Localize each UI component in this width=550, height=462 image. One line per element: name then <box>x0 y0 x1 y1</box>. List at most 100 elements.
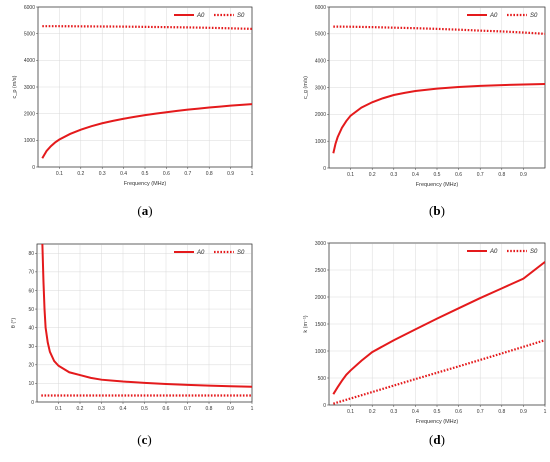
chart-c-x-tick-label: 0.9 <box>227 406 234 412</box>
chart-d-series-s0-line <box>333 339 545 405</box>
chart-a-y-tick-label: 5000 <box>24 31 35 37</box>
chart-c-y-tick-label: 50 <box>28 307 34 313</box>
chart-d-y-tick-label: 500 <box>318 376 327 382</box>
chart-c-x-tick-label: 0.8 <box>206 406 213 412</box>
chart-panel-a: 0 1000 2000 3000 4000 5000 6000 0.1 0.2 0.3 0.4 0.5… <box>0 0 275 228</box>
chart-b-x-tick-label: 0.6 <box>455 172 462 178</box>
chart-a-y-tick-label: 0 <box>32 165 35 171</box>
chart-b-y-tick-label: 4000 <box>315 58 326 64</box>
chart-d-y-tick-label: 0 <box>323 403 326 409</box>
chart-a-y-tick-label: 4000 <box>24 58 35 64</box>
chart-a-plot-border <box>37 6 253 168</box>
chart-b-y-tick-label: 3000 <box>315 85 326 91</box>
chart-a-x-tick-label: 0.8 <box>206 171 213 177</box>
chart-a-x-tick-label: 0.2 <box>77 171 84 177</box>
chart-a-panel-caption: (a) <box>137 203 152 218</box>
chart-d-legend-s0-label: S0 <box>530 249 538 255</box>
chart-c-y-tick-label: 0 <box>31 400 34 406</box>
chart-c-series-a0-line <box>41 244 252 388</box>
chart-d-x-tick-label: 0.3 <box>390 409 397 415</box>
chart-a-x-tick-label: 0.5 <box>142 171 149 177</box>
chart-d-x-tick-label: 0.9 <box>520 409 527 415</box>
chart-d-panel-caption: (d) <box>429 432 445 447</box>
chart-a-x-tick-label: 0.4 <box>120 171 127 177</box>
chart-b-plot-border <box>328 6 546 169</box>
chart-panel-d: 0 500 1000 1500 2000 2500 3000 0.1 0.2 0.3 0.4 0.5 0… <box>275 229 550 457</box>
chart-c-y-tick-label: 80 <box>28 251 34 257</box>
chart-a-x-tick-label: 0.1 <box>56 171 63 177</box>
chart-c-legend-s0-label: S0 <box>237 250 245 256</box>
chart-b-legend-a0-label: A0 <box>489 13 498 19</box>
chart-a-legend-s0-label: S0 <box>237 13 245 19</box>
chart-a-y-tick-label: 2000 <box>24 111 35 117</box>
chart-a-x-tick-label: 0.7 <box>184 171 191 177</box>
chart-a-x-tick-label: 1 <box>251 171 254 177</box>
chart-c-svg: 0 10 20 30 40 50 60 70 80 0.1 0.2 0.3 0.4 0.5 0.6 0.7 0.… <box>11 243 254 447</box>
chart-c-x-tick-label: 1 <box>251 406 254 412</box>
chart-d-x-tick-label: 0.4 <box>412 409 419 415</box>
chart-b-x-tick-label: 0.1 <box>347 172 354 178</box>
chart-c-legend-a0-label: A0 <box>196 250 205 256</box>
chart-b-x-tick-label: 0.3 <box>390 172 397 178</box>
chart-b-panel-caption: (b) <box>429 203 445 218</box>
chart-b-y-tick-label: 1000 <box>315 139 326 145</box>
chart-d-x-tick-label: 0.5 <box>434 409 441 415</box>
chart-d-x-tick-label: 0.2 <box>369 409 376 415</box>
chart-d-y-tick-label: 1500 <box>315 322 326 328</box>
chart-a-y-tick-label: 1000 <box>24 138 35 144</box>
chart-a-x-tick-label: 0.9 <box>227 171 234 177</box>
chart-d-series-a0-line <box>332 261 545 395</box>
chart-c-y-tick-label: 10 <box>28 381 34 387</box>
chart-panel-b: 0 1000 2000 3000 4000 5000 6000 0.1 0.2 0.3 0.4 0.5… <box>275 0 550 228</box>
chart-c-x-tick-label: 0.2 <box>77 406 84 412</box>
chart-a-x-tick-label: 0.3 <box>99 171 106 177</box>
chart-d-x-tick-label: 0.1 <box>347 409 354 415</box>
chart-b-series-s0-line <box>333 25 545 35</box>
chart-c-y-tick-label: 30 <box>28 344 34 350</box>
chart-d-legend-a0-label: A0 <box>489 249 498 255</box>
chart-b-x-axis-label: Frequency (MHz) <box>416 182 459 188</box>
chart-b-x-tick-label: 0.2 <box>369 172 376 178</box>
chart-d-y-tick-label: 3000 <box>315 241 326 247</box>
chart-d-plot-border <box>328 242 546 406</box>
chart-b-x-tick-label: 0.8 <box>498 172 505 178</box>
chart-b-legend-s0-label: S0 <box>530 13 538 19</box>
chart-c-x-tick-label: 0.1 <box>55 406 62 412</box>
chart-d-svg: 0 500 1000 1500 2000 2500 3000 0.1 0.2 0.3 0.4 0.5 0… <box>303 241 547 447</box>
chart-b-x-tick-label: 0.9 <box>520 172 527 178</box>
chart-d-y-tick-label: 2500 <box>315 268 326 274</box>
chart-panel-c: 0 10 20 30 40 50 60 70 80 0.1 0.2 0.3 0.4 0.5 0.6 0.7 0.… <box>0 229 275 457</box>
chart-c-x-tick-label: 0.5 <box>141 406 148 412</box>
chart-c-x-tick-label: 0.4 <box>120 406 127 412</box>
chart-c-x-tick-label: 0.7 <box>184 406 191 412</box>
chart-a-y-tick-label: 6000 <box>24 5 35 11</box>
chart-b-y-tick-label: 0 <box>323 166 326 172</box>
chart-d-x-axis-label: Frequency (MHz) <box>416 419 459 425</box>
chart-c-y-tick-label: 60 <box>28 288 34 294</box>
chart-c-x-tick-label: 0.6 <box>163 406 170 412</box>
chart-a-series-a0-line <box>41 103 252 159</box>
chart-d-x-tick-label: 0.8 <box>498 409 505 415</box>
chart-a-x-axis-label: Frequency (MHz) <box>124 181 167 187</box>
chart-c-y-axis-label: θ (°) <box>11 318 17 329</box>
chart-b-y-axis-label: c_g (m/s) <box>303 76 309 99</box>
chart-b-svg: 0 1000 2000 3000 4000 5000 6000 0.1 0.2 0.3 0.4 0.5… <box>303 5 546 218</box>
chart-b-y-tick-label: 2000 <box>315 112 326 118</box>
chart-a-x-tick-label: 0.6 <box>163 171 170 177</box>
chart-a-svg: 0 1000 2000 3000 4000 5000 6000 0.1 0.2 0.3 0.4 0.5… <box>12 5 254 218</box>
chart-b-x-tick-label: 0.5 <box>434 172 441 178</box>
chart-b-y-tick-label: 5000 <box>315 32 326 38</box>
chart-c-y-tick-label: 40 <box>28 325 34 331</box>
chart-a-legend-a0-label: A0 <box>196 13 205 19</box>
chart-d-x-tick-label: 1 <box>544 409 547 415</box>
chart-a-series-s0-line <box>42 25 252 30</box>
chart-b-y-tick-label: 6000 <box>315 5 326 11</box>
chart-c-y-tick-label: 70 <box>28 270 34 276</box>
chart-b-x-tick-label: 0.7 <box>477 172 484 178</box>
chart-c-x-tick-label: 0.3 <box>98 406 105 412</box>
chart-b-x-tick-label: 0.4 <box>412 172 419 178</box>
chart-d-y-axis-label: k (m⁻¹) <box>303 315 309 332</box>
chart-b-series-a0-line <box>332 83 545 154</box>
chart-d-y-tick-label: 2000 <box>315 295 326 301</box>
chart-d-y-tick-label: 1000 <box>315 349 326 355</box>
